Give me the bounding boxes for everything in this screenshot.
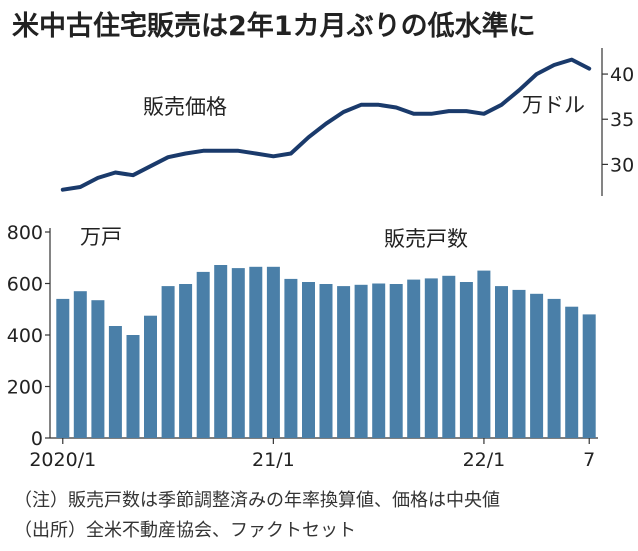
footnote-note: （注）販売戸数は季節調整済みの年率換算値、価格は中央値 (14, 490, 500, 511)
price-unit-label: 万ドル (522, 93, 585, 117)
sales-y-tick-label: 200 (7, 377, 43, 399)
sales-y-tick-label: 0 (31, 428, 43, 450)
sales-series-label: 販売戸数 (384, 227, 468, 251)
sales-bar (284, 278, 298, 438)
sales-bar (73, 291, 87, 438)
price-y-tick-label: 35 (610, 109, 634, 131)
sales-bar (144, 315, 157, 438)
price-line-series (60, 57, 592, 192)
sales-bar (302, 282, 315, 438)
sales-bar (512, 289, 526, 438)
sales-bar (337, 286, 351, 438)
sales-bar (108, 326, 122, 438)
sales-bar (442, 275, 456, 438)
sales-bar (582, 314, 596, 438)
sales-bar (91, 300, 105, 438)
sales-bar (407, 279, 421, 438)
sales-x-tick-label: 21/1 (252, 449, 295, 471)
sales-bar (495, 286, 508, 438)
sales-bar (56, 298, 70, 438)
price-series-label: 販売価格 (143, 95, 227, 119)
sales-y-tick-label: 600 (7, 274, 43, 296)
sales-y-tick-label: 400 (7, 325, 43, 347)
sales-bar (547, 298, 561, 438)
sales-bar (196, 271, 210, 438)
price-line-panel: 30 35 40 販売価格 万ドル (60, 48, 634, 196)
sales-bar (231, 268, 245, 438)
sales-bar (126, 335, 140, 438)
sales-bar (372, 283, 386, 438)
price-y-tick-label: 30 (610, 154, 634, 176)
sales-unit-label: 万戸 (80, 225, 122, 249)
sales-bar (161, 286, 175, 438)
footnote-source: （出所）全米不動産協会、ファクトセット (14, 520, 356, 541)
sales-bar (459, 282, 473, 438)
chart-title: 米中古住宅販売は2年1カ月ぶりの低水準に (12, 11, 536, 42)
sales-bar (319, 284, 333, 438)
sales-x-tick-label: 2020/1 (29, 449, 96, 471)
sales-bar (477, 270, 491, 438)
sales-bar (530, 293, 544, 438)
sales-bar (565, 306, 579, 438)
sales-bar (424, 278, 438, 438)
sales-bar (389, 284, 403, 438)
sales-bar (354, 284, 368, 438)
sales-x-tick-label: 22/1 (463, 449, 506, 471)
sales-bar (249, 266, 263, 438)
price-y-tick-label: 40 (610, 64, 634, 86)
sales-bar (179, 284, 193, 438)
sales-bar-panel: 0 200 400 600 800 2020/1 21/1 22/1 7 万戸 販売戸数 (7, 222, 598, 471)
sales-y-tick-label: 800 (7, 222, 43, 244)
sales-bar (266, 266, 280, 438)
sales-x-tick-label: 7 (583, 449, 595, 471)
sales-bar (214, 265, 228, 438)
